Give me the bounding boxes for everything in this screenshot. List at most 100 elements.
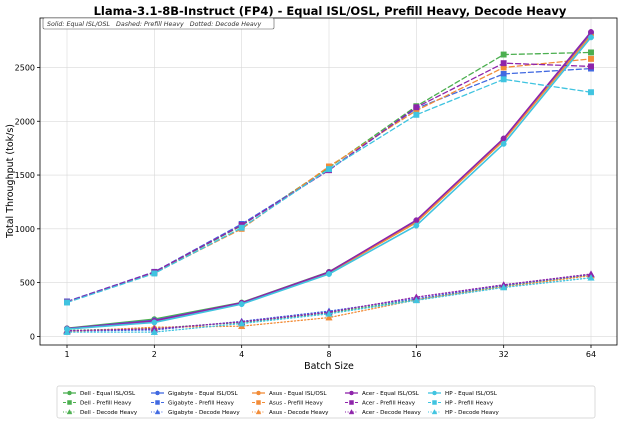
data-point: [500, 283, 508, 291]
style-note-box: [42, 17, 275, 30]
legend-swatch-marker: [349, 390, 354, 396]
legend-item: HP - Prefill Heavy: [428, 400, 494, 407]
legend-label: Dell - Decode Heavy: [80, 410, 138, 416]
data-point: [500, 60, 507, 67]
x-tick-label: 32: [499, 350, 509, 359]
legend-swatch-marker: [432, 390, 437, 396]
data-point: [63, 328, 71, 335]
legend-swatch-marker: [256, 400, 261, 405]
legend-item: HP - Decode Heavy: [428, 409, 500, 416]
series-hp-prefill-heavy: [64, 76, 594, 306]
legend-swatch-marker: [432, 400, 437, 405]
data-point: [588, 34, 594, 41]
data-point: [588, 55, 594, 62]
legend-swatch-marker: [67, 400, 72, 405]
y-tick-label: 500: [20, 279, 35, 288]
legend-label: Gigabyte - Decode Heavy: [168, 410, 240, 416]
legend-item: Dell - Decode Heavy: [63, 409, 138, 416]
data-point: [150, 328, 158, 335]
x-tick-label: 4: [239, 350, 244, 359]
x-tick-label: 8: [326, 350, 331, 359]
style-note-text: Solid: Equal ISL/OSL Dashed: Prefill Hea…: [47, 20, 261, 28]
data-point: [326, 271, 332, 277]
data-point: [151, 319, 158, 326]
data-point: [588, 89, 594, 96]
data-point: [413, 222, 420, 229]
x-tick-label: 64: [586, 350, 596, 359]
legend-item: Dell - Prefill Heavy: [63, 400, 132, 407]
chart-title: Llama-3.1-8B-Instruct (FP4) - Equal ISL/…: [94, 4, 567, 18]
legend-label: HP - Equal ISL/OSL: [445, 391, 498, 397]
y-tick-label: 2000: [15, 117, 35, 126]
data-point: [500, 70, 507, 77]
legend-swatch-marker: [155, 390, 160, 396]
data-point: [413, 104, 420, 111]
data-point: [64, 299, 70, 306]
data-point: [326, 166, 332, 173]
data-point: [151, 270, 158, 277]
legend-item: Acer - Equal ISL/OSL: [345, 390, 420, 397]
legend-label: Acer - Prefill Heavy: [362, 401, 416, 407]
legend-label: HP - Prefill Heavy: [445, 401, 494, 407]
legend-swatch-marker: [349, 400, 354, 405]
legend-label: Asus - Equal ISL/OSL: [269, 391, 327, 397]
legend-swatch-marker: [66, 409, 73, 415]
legend-label: HP - Decode Heavy: [445, 410, 500, 416]
y-tick-label: 2500: [15, 63, 35, 72]
plot-frame: [39, 17, 618, 346]
legend-label: Dell - Equal ISL/OSL: [80, 391, 136, 397]
legend-label: Acer - Equal ISL/OSL: [362, 391, 420, 397]
y-axis-label: Total Throughput (tok/s): [5, 124, 16, 239]
series-layer: [63, 29, 595, 335]
legend-item: Asus - Equal ISL/OSL: [252, 390, 327, 397]
data-point: [500, 76, 507, 83]
series-hp-decode-heavy: [63, 274, 595, 335]
x-tick-label: 16: [411, 350, 421, 359]
legend-swatch-marker: [431, 409, 438, 415]
style-note: Solid: Equal ISL/OSL Dashed: Prefill Hea…: [42, 17, 275, 30]
data-point: [588, 63, 594, 70]
data-point: [238, 301, 245, 308]
y-tick-label: 0: [30, 332, 35, 341]
data-point: [238, 319, 246, 327]
legend-label: Asus - Decode Heavy: [269, 410, 329, 416]
legend-box: [56, 385, 596, 419]
legend-swatch-marker: [67, 390, 72, 396]
legend-item: HP - Equal ISL/OSL: [428, 390, 498, 397]
data-point: [500, 140, 507, 147]
legend-swatch-marker: [255, 409, 262, 415]
legend-label: Asus - Prefill Heavy: [269, 401, 323, 407]
legend: Dell - Equal ISL/OSL Dell - Prefill Heavy…: [56, 385, 596, 419]
y-tick-label: 1000: [15, 225, 35, 234]
legend-item: Asus - Prefill Heavy: [252, 400, 323, 407]
legend-item: Acer - Prefill Heavy: [345, 400, 416, 407]
data-point: [500, 51, 507, 58]
data-point: [238, 224, 245, 231]
x-tick-label: 2: [152, 350, 157, 359]
legend-label: Acer - Decode Heavy: [362, 410, 422, 416]
tick-layer: 1 2 4 8 16 32 64 0 500 1000 1500 2000 2500: [15, 63, 596, 359]
legend-swatch-marker: [256, 390, 261, 396]
legend-item: Asus - Decode Heavy: [252, 409, 329, 416]
grid-layer: [40, 18, 617, 345]
legend-item: Acer - Decode Heavy: [345, 409, 422, 416]
series-hp-equal-isl-osl: [64, 34, 594, 333]
x-axis-label: Batch Size: [304, 361, 354, 372]
legend-label: Dell - Prefill Heavy: [80, 401, 132, 407]
legend-swatch-marker: [155, 400, 160, 405]
legend-label: Gigabyte - Prefill Heavy: [168, 401, 235, 407]
data-point: [413, 111, 420, 118]
data-point: [588, 29, 594, 35]
legend-swatch-marker: [154, 409, 161, 415]
data-point: [325, 310, 333, 317]
y-tick-label: 1500: [15, 171, 35, 180]
legend-item: Dell - Equal ISL/OSL: [63, 390, 136, 397]
legend-item: Gigabyte - Prefill Heavy: [151, 400, 235, 407]
data-point: [325, 313, 333, 321]
legend-item: Gigabyte - Decode Heavy: [151, 409, 240, 416]
legend-label: Gigabyte - Equal ISL/OSL: [168, 391, 238, 397]
legend-item: Gigabyte - Equal ISL/OSL: [151, 390, 238, 397]
data-point: [587, 274, 595, 281]
